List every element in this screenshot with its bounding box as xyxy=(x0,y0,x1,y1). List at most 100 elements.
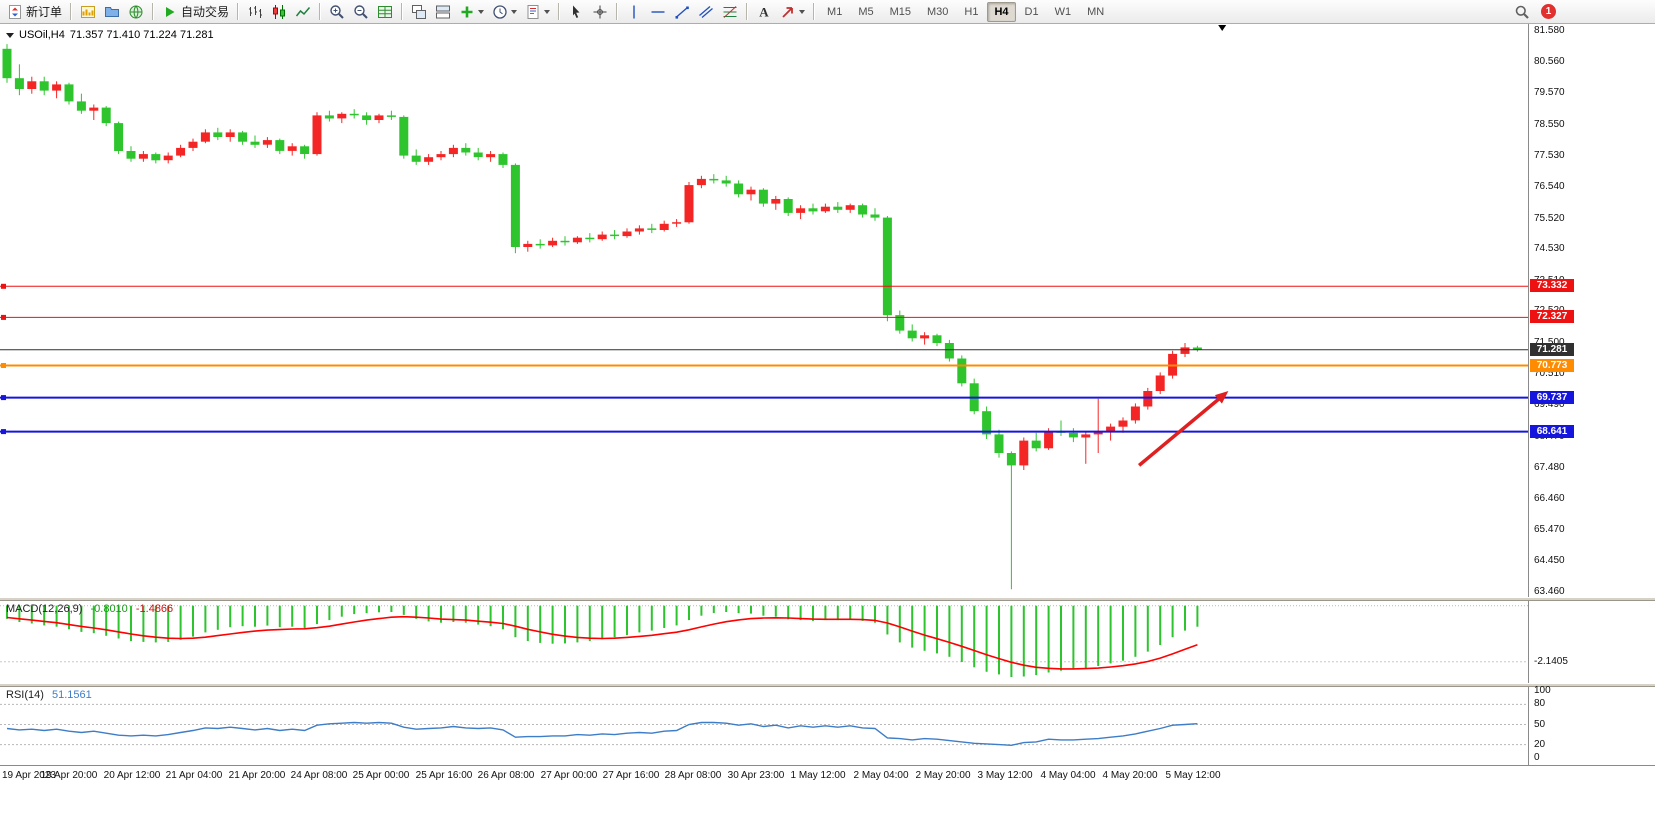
line-anchor-handle[interactable] xyxy=(1,283,6,289)
bars-icon xyxy=(247,4,263,20)
vertical-line-button[interactable] xyxy=(623,1,645,23)
panel-splitter[interactable] xyxy=(0,683,1655,687)
cursor-button[interactable] xyxy=(565,1,587,23)
price-tick: 71.500 xyxy=(1534,337,1565,348)
time-tick: 20 Apr 12:00 xyxy=(103,770,161,781)
macd-signal-line xyxy=(6,615,1198,670)
fibonacci-button[interactable] xyxy=(719,1,741,23)
candlestick-chart-button[interactable] xyxy=(268,1,290,23)
notification-badge[interactable]: 1 xyxy=(1541,4,1556,19)
rsi-axis[interactable]: 100 80 50 20 0 xyxy=(1528,685,1655,765)
timeframe-m15-button[interactable]: M15 xyxy=(889,5,911,18)
rsi-axis-tick: 50 xyxy=(1534,719,1546,730)
dropdown-caret-icon xyxy=(511,9,518,14)
new-order-button[interactable]: 新订单 xyxy=(4,1,65,23)
trendline-icon xyxy=(674,4,690,20)
macd-histogram xyxy=(6,605,1199,677)
auto-trading-button[interactable]: 自动交易 xyxy=(159,1,232,23)
symbol-menu-caret-icon[interactable] xyxy=(6,32,14,38)
price-tick: 63.460 xyxy=(1534,586,1565,597)
rsi-axis-tick: 0 xyxy=(1534,752,1540,763)
profiles-icon xyxy=(104,4,120,20)
price-tick: 76.540 xyxy=(1534,181,1565,192)
svg-text:A: A xyxy=(759,4,769,19)
time-tick: 4 May 04:00 xyxy=(1040,770,1096,781)
rsi-chart[interactable] xyxy=(0,687,1528,765)
line-anchor-handle[interactable] xyxy=(1,395,6,401)
time-tick: 30 Apr 23:00 xyxy=(727,770,785,781)
macd-axis-tick: -2.1405 xyxy=(1534,656,1568,667)
macd-chart[interactable] xyxy=(0,601,1528,683)
periods-button[interactable] xyxy=(489,1,520,23)
vline-icon xyxy=(626,4,642,20)
rsi-axis-tick: 20 xyxy=(1534,739,1546,750)
price-level-badge: 68.641 xyxy=(1530,425,1574,438)
arrange-windows-button[interactable] xyxy=(432,1,454,23)
panel-splitter[interactable] xyxy=(0,597,1655,601)
timeframe-h1-button[interactable]: H1 xyxy=(964,5,979,18)
timeframe-w1-button[interactable]: W1 xyxy=(1054,5,1072,18)
timeframe-m1-button[interactable]: M1 xyxy=(827,5,843,18)
linechart-icon xyxy=(295,4,311,20)
price-chart-panel[interactable]: USOil,H4 71.357 71.410 71.224 71.281 81.… xyxy=(0,24,1655,597)
crosshair-button[interactable] xyxy=(589,1,611,23)
macd-panel[interactable]: MACD(12,26,9) -0.8010 -1.4866 -2.1405 xyxy=(0,601,1655,683)
time-tick: 2 May 04:00 xyxy=(853,770,909,781)
candles-layer xyxy=(2,44,1202,590)
timeframe-m5-button[interactable]: M5 xyxy=(858,5,874,18)
chart-shift-marker-icon[interactable] xyxy=(1218,25,1227,31)
search-button[interactable] xyxy=(1511,1,1533,23)
rsi-panel[interactable]: RSI(14) 51.1561 100 80 50 20 0 xyxy=(0,685,1655,765)
price-tick: 65.470 xyxy=(1534,524,1565,535)
crosshair-icon xyxy=(592,4,608,20)
line-chart-button[interactable] xyxy=(292,1,314,23)
line-anchor-handle[interactable] xyxy=(1,429,6,435)
tile-windows-button[interactable] xyxy=(374,1,396,23)
macd-value: -0.8010 xyxy=(90,603,128,615)
time-tick: 1 May 12:00 xyxy=(790,770,846,781)
macd-axis[interactable]: -2.1405 xyxy=(1528,601,1655,683)
new-order-button-label: 新订单 xyxy=(26,5,63,19)
timeframe-mn-button[interactable]: MN xyxy=(1087,5,1105,18)
time-tick: 27 Apr 00:00 xyxy=(540,770,598,781)
chart-yellow-icon xyxy=(80,4,96,20)
macd-signal-value: -1.4866 xyxy=(135,603,174,615)
line-anchor-handle[interactable] xyxy=(1,314,6,320)
zoom-in-button[interactable] xyxy=(326,1,348,23)
text-button[interactable]: A xyxy=(753,1,775,23)
rsi-axis-tick: 100 xyxy=(1534,685,1551,696)
timeframe-m30-button[interactable]: M30 xyxy=(927,5,949,18)
toolbar-separator xyxy=(558,3,561,20)
timeframe-h4-button[interactable]: H4 xyxy=(987,1,1016,22)
toolbar-separator xyxy=(152,3,155,20)
auto-trading-button-label: 自动交易 xyxy=(181,5,230,19)
channel-icon xyxy=(698,4,714,20)
market-watch-button[interactable] xyxy=(125,1,147,23)
profiles-button[interactable] xyxy=(101,1,123,23)
zoom-out-button[interactable] xyxy=(350,1,372,23)
timeframe-d1-button[interactable]: D1 xyxy=(1024,5,1039,18)
time-axis[interactable]: 19 Apr 2023 19 Apr 20:00 20 Apr 12:00 21 Ap… xyxy=(0,765,1655,786)
trendline-button[interactable] xyxy=(671,1,693,23)
candlestick-chart[interactable] xyxy=(0,24,1528,597)
price-level-badge: 72.327 xyxy=(1530,310,1574,323)
price-tick: 77.530 xyxy=(1534,150,1565,161)
time-tick: 19 Apr 20:00 xyxy=(40,770,98,781)
bar-chart-button[interactable] xyxy=(244,1,266,23)
trend-arrow[interactable] xyxy=(1137,391,1229,467)
time-tick: 25 Apr 16:00 xyxy=(415,770,473,781)
time-tick: 5 May 12:00 xyxy=(1165,770,1221,781)
line-anchor-handle[interactable] xyxy=(1,363,6,368)
charts-button[interactable] xyxy=(77,1,99,23)
price-axis[interactable]: 81.580 80.560 79.570 78.550 77.530 76.540 75.5… xyxy=(1528,24,1655,597)
channel-button[interactable] xyxy=(695,1,717,23)
indicators-button[interactable] xyxy=(456,1,487,23)
rsi-value: 51.1561 xyxy=(51,689,92,701)
horizontal-line-button[interactable] xyxy=(647,1,669,23)
cascade-windows-button[interactable] xyxy=(408,1,430,23)
templates-button[interactable] xyxy=(522,1,553,23)
cascade-icon xyxy=(411,4,427,20)
globe-icon xyxy=(128,4,144,20)
chart-ohlc-values: 71.357 71.410 71.224 71.281 xyxy=(69,29,214,41)
arrows-button[interactable] xyxy=(777,1,808,23)
